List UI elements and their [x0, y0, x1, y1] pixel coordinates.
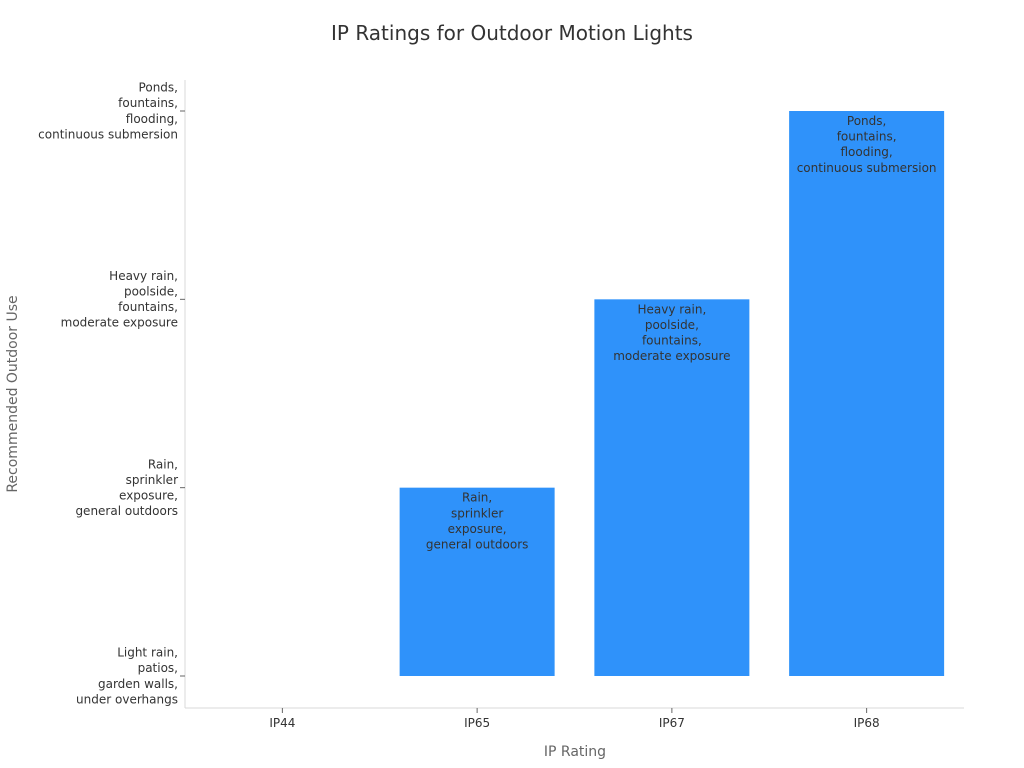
data-label: Rain, sprinkler exposure, general outdoors [426, 491, 529, 552]
bar-ip65[interactable] [399, 487, 555, 676]
x-tick-label: IP68 [854, 716, 880, 730]
x-tick-label: IP44 [269, 716, 295, 730]
bar-ip67[interactable] [594, 299, 750, 676]
x-axis-title: IP Rating [544, 744, 606, 760]
y-axis-title: Recommended Outdoor Use [5, 295, 21, 492]
x-tick-label: IP67 [659, 716, 685, 730]
data-label: Ponds, fountains, flooding, continuous subm… [797, 114, 937, 175]
y-tick-label: Light rain, patios, garden walls, under ove… [76, 646, 178, 707]
y-tick-label: Rain, sprinkler exposure, general outdoors [75, 457, 178, 518]
data-label: Heavy rain, poolside, fountains, moderate e… [613, 302, 730, 363]
y-tick-label: Ponds, fountains, flooding, continuous subm… [38, 81, 178, 142]
x-tick-label: IP65 [464, 716, 490, 730]
y-tick-label: Heavy rain, poolside, fountains, moderate e… [61, 269, 178, 330]
bar-ip68[interactable] [789, 111, 945, 676]
chart-title: IP Ratings for Outdoor Motion Lights [331, 21, 693, 45]
